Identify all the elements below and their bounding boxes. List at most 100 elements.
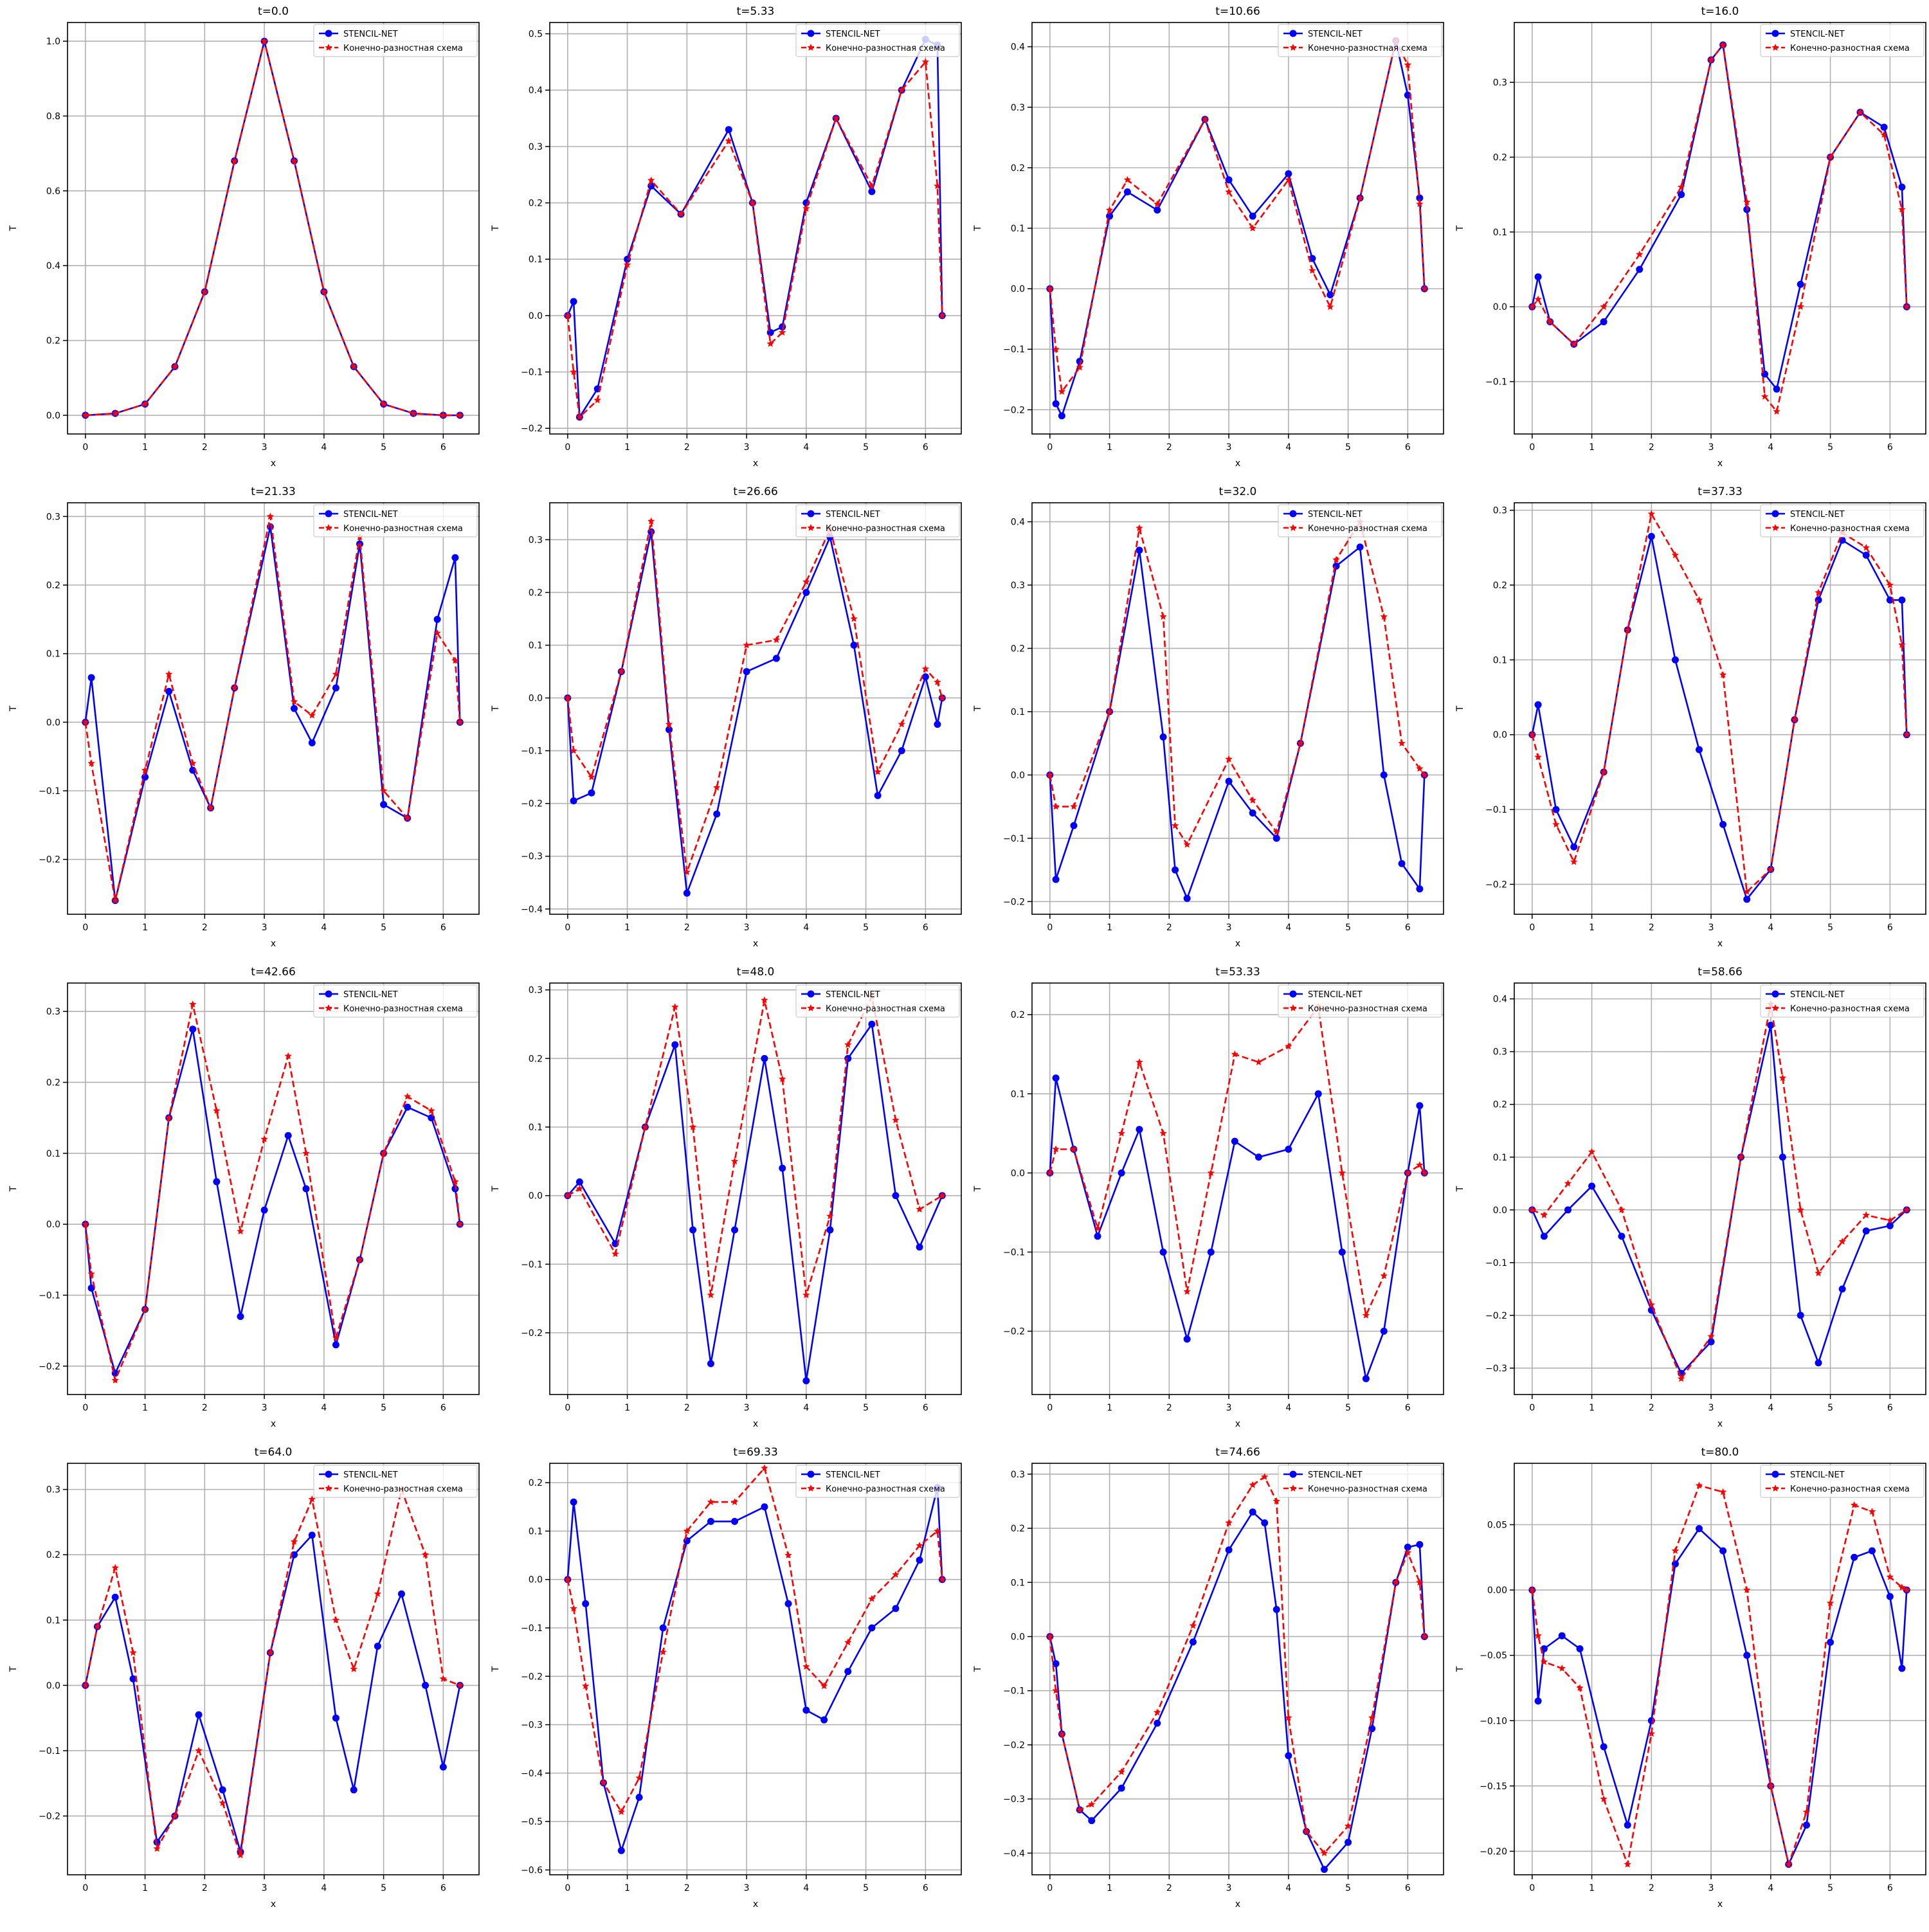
data-point-finite-difference xyxy=(1416,1161,1424,1168)
legend-label-stencil-net: STENCIL-NET xyxy=(343,1470,398,1480)
data-point-stencil-net xyxy=(772,655,780,662)
legend-marker-stencil-net xyxy=(807,1470,815,1478)
x-tick-label: 5 xyxy=(1827,442,1833,453)
data-point-finite-difference xyxy=(1076,1805,1083,1813)
data-point-stencil-net xyxy=(350,1786,358,1794)
data-point-finite-difference xyxy=(1570,858,1578,865)
x-tick-label: 4 xyxy=(803,442,809,453)
data-point-stencil-net xyxy=(165,687,173,695)
data-point-finite-difference xyxy=(1154,200,1161,208)
data-point-finite-difference xyxy=(111,1564,119,1571)
x-tick-label: 0 xyxy=(1529,923,1535,933)
data-point-finite-difference xyxy=(456,411,464,419)
subplot-title: t=10.66 xyxy=(1215,5,1260,18)
subplot-10: 0 1 2 3 4 5 6 −0.2 −0.1 0.0 0.1 0.2 t=53.33 x T STENCIL… xyxy=(973,966,1444,1429)
data-point-finite-difference xyxy=(237,1227,244,1235)
legend-marker-finite-difference xyxy=(807,1004,815,1011)
y-tick-label: 0.2 xyxy=(46,1550,60,1560)
data-point-stencil-net xyxy=(898,747,905,755)
data-point-stencil-net xyxy=(1380,771,1388,779)
data-point-finite-difference xyxy=(1743,1586,1751,1593)
series-line-finite-difference xyxy=(566,60,943,419)
data-point-finite-difference xyxy=(1070,1145,1078,1153)
data-point-finite-difference xyxy=(898,720,905,728)
y-tick-label: −0.2 xyxy=(39,855,60,865)
y-tick-label: −0.3 xyxy=(521,1720,543,1731)
data-point-stencil-net xyxy=(617,1846,625,1854)
x-tick-label: 4 xyxy=(1768,923,1773,933)
y-tick-label: 0.0 xyxy=(1011,284,1025,294)
legend-label-finite-difference: Конечно-разностная схема xyxy=(343,1485,463,1494)
data-point-stencil-net xyxy=(761,1503,768,1511)
data-point-finite-difference xyxy=(832,114,840,122)
data-point-finite-difference xyxy=(1678,1375,1685,1382)
data-point-finite-difference xyxy=(1534,753,1542,761)
data-point-finite-difference xyxy=(379,1149,388,1157)
data-point-finite-difference xyxy=(1898,641,1906,648)
data-point-stencil-net xyxy=(1534,1697,1542,1705)
legend: STENCIL-NET Конечно-разностная схема xyxy=(795,1465,960,1498)
y-tick-label: 0.1 xyxy=(529,1123,543,1133)
y-tick-label: 0.3 xyxy=(46,512,60,522)
x-tick-label: 0 xyxy=(565,1403,570,1413)
x-tick-label: 6 xyxy=(1887,923,1893,933)
series-line-stencil-net xyxy=(84,1533,461,1852)
data-point-stencil-net xyxy=(302,1185,310,1193)
legend-label-stencil-net: STENCIL-NET xyxy=(343,510,398,519)
y-tick-label: 0.1 xyxy=(46,1149,60,1159)
x-tick-label: 6 xyxy=(1405,1883,1411,1893)
data-point-stencil-net xyxy=(1249,1508,1256,1516)
data-point-stencil-net xyxy=(433,615,441,623)
series-line-finite-difference xyxy=(84,1486,460,1855)
data-point-stencil-net xyxy=(1416,194,1424,202)
data-point-finite-difference xyxy=(570,1604,577,1612)
data-point-finite-difference xyxy=(165,670,173,678)
data-point-finite-difference xyxy=(1743,888,1751,895)
y-tick-label: 0.2 xyxy=(529,1478,543,1488)
y-tick-label: 0.3 xyxy=(1493,506,1507,516)
subplot-0: 0 1 2 3 4 5 6 0.0 0.2 0.4 0.6 0.8 1.0 t=0.0 x T STENCIL-… xyxy=(8,5,480,469)
y-tick-label: 0.1 xyxy=(1493,1153,1507,1163)
data-point-finite-difference xyxy=(1862,1211,1870,1218)
data-point-stencil-net xyxy=(1588,1182,1596,1190)
y-tick-label: −0.2 xyxy=(1003,1327,1025,1337)
data-point-stencil-net xyxy=(1898,183,1906,191)
y-tick-label: −0.2 xyxy=(1485,880,1507,890)
y-axis-label: T xyxy=(973,1186,983,1192)
data-point-finite-difference xyxy=(421,1551,430,1558)
x-tick-label: 1 xyxy=(142,1403,148,1413)
data-point-finite-difference xyxy=(1647,510,1655,518)
data-point-finite-difference xyxy=(1254,1058,1263,1065)
y-axis-label: T xyxy=(1455,225,1465,231)
x-tick-label: 2 xyxy=(1649,923,1654,933)
data-point-finite-difference xyxy=(1154,1708,1161,1716)
y-tick-label: −0.1 xyxy=(521,1623,543,1634)
legend-box xyxy=(1760,1465,1924,1498)
y-axis-label: T xyxy=(1455,1186,1465,1192)
data-point-finite-difference xyxy=(1296,739,1305,746)
data-point-finite-difference xyxy=(111,410,119,417)
data-point-finite-difference xyxy=(570,368,577,375)
subplot-title: t=74.66 xyxy=(1215,1446,1260,1459)
x-tick-label: 6 xyxy=(440,1403,446,1413)
legend: STENCIL-NET Конечно-разностная схема xyxy=(313,504,478,537)
x-tick-label: 5 xyxy=(863,923,869,933)
data-point-finite-difference xyxy=(82,411,89,419)
y-tick-label: −0.1 xyxy=(1003,1247,1025,1258)
legend-marker-stencil-net xyxy=(1289,990,1297,998)
data-point-stencil-net xyxy=(1636,266,1644,273)
data-point-finite-difference xyxy=(1225,188,1233,195)
data-point-stencil-net xyxy=(1696,746,1703,754)
series-line-stencil-net xyxy=(1049,1078,1426,1382)
data-point-stencil-net xyxy=(1094,1232,1101,1240)
x-tick-label: 3 xyxy=(1226,1883,1232,1893)
x-tick-label: 2 xyxy=(202,1883,208,1893)
legend-box xyxy=(1760,24,1924,57)
y-tick-label: −0.2 xyxy=(39,1362,60,1372)
data-point-finite-difference xyxy=(1094,1224,1101,1232)
data-point-finite-difference xyxy=(1707,56,1715,63)
y-tick-label: 0.1 xyxy=(1011,224,1025,234)
y-tick-label: 0.3 xyxy=(529,986,543,996)
legend: STENCIL-NET Конечно-разностная схема xyxy=(1760,24,1924,57)
series-line-finite-difference xyxy=(1531,1484,1907,1868)
